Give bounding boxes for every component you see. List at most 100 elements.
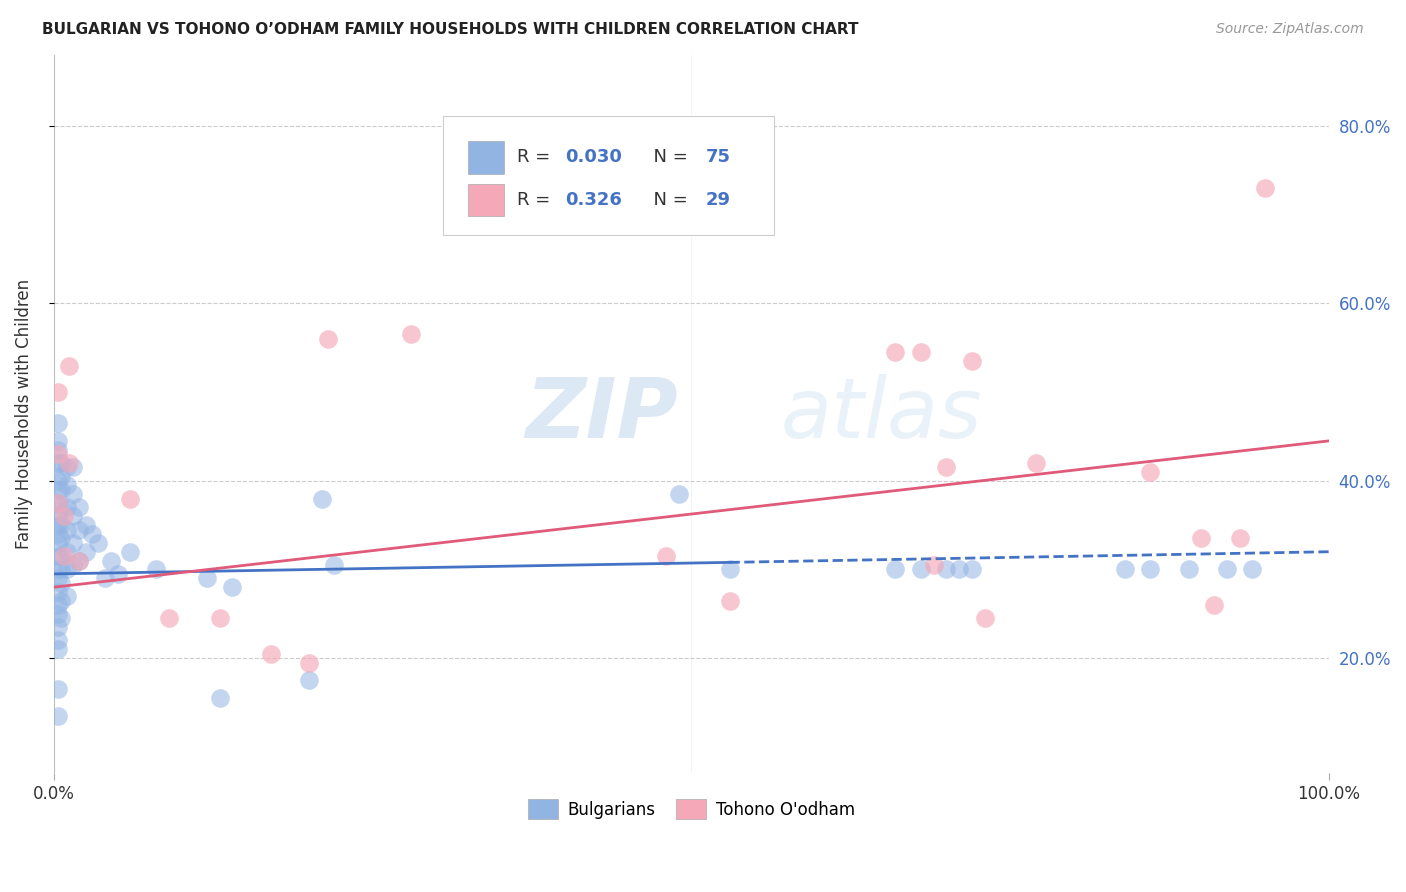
Point bbox=[46, 456, 69, 470]
Point bbox=[55, 562, 77, 576]
Point bbox=[55, 478, 77, 492]
Point bbox=[46, 527, 69, 541]
Point bbox=[311, 491, 333, 506]
Point bbox=[55, 545, 77, 559]
Point bbox=[1229, 532, 1251, 546]
Point bbox=[323, 558, 346, 572]
Point bbox=[75, 545, 97, 559]
Point bbox=[298, 656, 321, 670]
Point bbox=[62, 509, 84, 524]
Point bbox=[46, 496, 69, 510]
Point bbox=[46, 434, 69, 448]
Point bbox=[960, 562, 983, 576]
Point bbox=[973, 611, 995, 625]
Point bbox=[157, 611, 180, 625]
Point bbox=[55, 460, 77, 475]
Point bbox=[1114, 562, 1136, 576]
Point bbox=[62, 536, 84, 550]
Point bbox=[46, 509, 69, 524]
Point bbox=[46, 447, 69, 461]
Point bbox=[46, 598, 69, 612]
Point bbox=[51, 575, 73, 590]
Point bbox=[46, 518, 69, 533]
FancyBboxPatch shape bbox=[468, 184, 503, 216]
Point bbox=[1139, 562, 1161, 576]
Point bbox=[107, 566, 129, 581]
Point bbox=[53, 549, 76, 564]
Point bbox=[718, 593, 741, 607]
Point bbox=[1202, 598, 1225, 612]
Point bbox=[46, 442, 69, 457]
Point bbox=[94, 571, 117, 585]
Point bbox=[46, 562, 69, 576]
Point bbox=[62, 460, 84, 475]
Point bbox=[55, 500, 77, 515]
Point bbox=[668, 487, 690, 501]
Point bbox=[1189, 532, 1212, 546]
Point bbox=[100, 553, 122, 567]
Point bbox=[46, 642, 69, 657]
Point bbox=[67, 523, 90, 537]
Point bbox=[46, 496, 69, 510]
Text: 75: 75 bbox=[706, 148, 730, 166]
Point bbox=[259, 647, 281, 661]
Point bbox=[75, 518, 97, 533]
Point bbox=[316, 332, 339, 346]
Y-axis label: Family Households with Children: Family Households with Children bbox=[15, 279, 32, 549]
Point bbox=[948, 562, 970, 576]
Point bbox=[87, 536, 110, 550]
Point bbox=[46, 620, 69, 634]
Point bbox=[62, 487, 84, 501]
Text: Source: ZipAtlas.com: Source: ZipAtlas.com bbox=[1216, 22, 1364, 37]
Point bbox=[46, 633, 69, 648]
Point bbox=[935, 460, 957, 475]
Point bbox=[55, 523, 77, 537]
Point bbox=[221, 580, 243, 594]
Point bbox=[208, 611, 231, 625]
Point bbox=[51, 518, 73, 533]
Text: 0.030: 0.030 bbox=[565, 148, 621, 166]
Point bbox=[51, 456, 73, 470]
Point bbox=[208, 691, 231, 706]
Point bbox=[910, 562, 932, 576]
Text: N =: N = bbox=[641, 191, 693, 210]
Point bbox=[46, 536, 69, 550]
Point bbox=[910, 345, 932, 359]
Text: 29: 29 bbox=[706, 191, 730, 210]
Point bbox=[46, 682, 69, 697]
Point bbox=[46, 549, 69, 564]
Point bbox=[46, 584, 69, 599]
Point bbox=[80, 527, 103, 541]
Point bbox=[51, 562, 73, 576]
Point bbox=[655, 549, 678, 564]
Point bbox=[51, 500, 73, 515]
Point bbox=[46, 571, 69, 585]
Point bbox=[51, 611, 73, 625]
Point bbox=[51, 532, 73, 546]
Point bbox=[1139, 465, 1161, 479]
Text: R =: R = bbox=[516, 191, 555, 210]
Point bbox=[120, 491, 142, 506]
Point bbox=[46, 385, 69, 400]
Point bbox=[960, 354, 983, 368]
Point bbox=[1025, 456, 1047, 470]
Point bbox=[46, 416, 69, 430]
Text: R =: R = bbox=[516, 148, 555, 166]
Point bbox=[1216, 562, 1239, 576]
Point bbox=[145, 562, 167, 576]
Point bbox=[884, 562, 907, 576]
Point bbox=[51, 549, 73, 564]
Point bbox=[884, 345, 907, 359]
Point bbox=[922, 558, 945, 572]
Text: N =: N = bbox=[641, 148, 693, 166]
Point bbox=[58, 456, 80, 470]
FancyBboxPatch shape bbox=[468, 141, 503, 174]
Point bbox=[718, 562, 741, 576]
Point bbox=[195, 571, 218, 585]
Point bbox=[46, 483, 69, 497]
Point bbox=[58, 359, 80, 373]
Point bbox=[62, 558, 84, 572]
Point bbox=[51, 483, 73, 497]
Point bbox=[46, 708, 69, 723]
Text: BULGARIAN VS TOHONO O’ODHAM FAMILY HOUSEHOLDS WITH CHILDREN CORRELATION CHART: BULGARIAN VS TOHONO O’ODHAM FAMILY HOUSE… bbox=[42, 22, 859, 37]
